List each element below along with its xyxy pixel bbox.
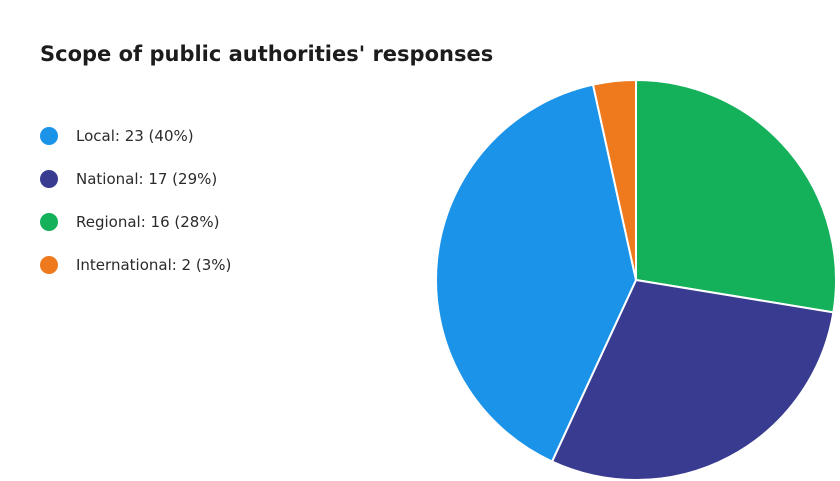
pie-slice-regional[interactable] <box>635 79 837 314</box>
pie-slices <box>435 79 837 481</box>
chart-title: Scope of public authorities' responses <box>40 42 494 66</box>
legend-swatch-local <box>40 126 58 145</box>
legend-item-local[interactable]: Local: 23 (40%) <box>40 114 231 157</box>
pie-slice-local[interactable] <box>435 83 637 463</box>
legend-swatch-national <box>40 169 58 188</box>
legend-item-national[interactable]: National: 17 (29%) <box>40 157 231 200</box>
legend-label-local: Local: 23 (40%) <box>76 126 194 145</box>
legend-label-regional: Regional: 16 (28%) <box>76 212 220 231</box>
legend-label-national: National: 17 (29%) <box>76 169 218 188</box>
legend-swatch-international <box>40 255 58 274</box>
legend-swatch-regional <box>40 212 58 231</box>
pie-slice-international[interactable] <box>592 79 637 281</box>
pie-slice-national[interactable] <box>551 279 835 481</box>
legend-item-international[interactable]: International: 2 (3%) <box>40 243 231 286</box>
chart-legend: Local: 23 (40%) National: 17 (29%) Regio… <box>40 114 231 286</box>
legend-label-international: International: 2 (3%) <box>76 255 232 274</box>
legend-item-regional[interactable]: Regional: 16 (28%) <box>40 200 231 243</box>
